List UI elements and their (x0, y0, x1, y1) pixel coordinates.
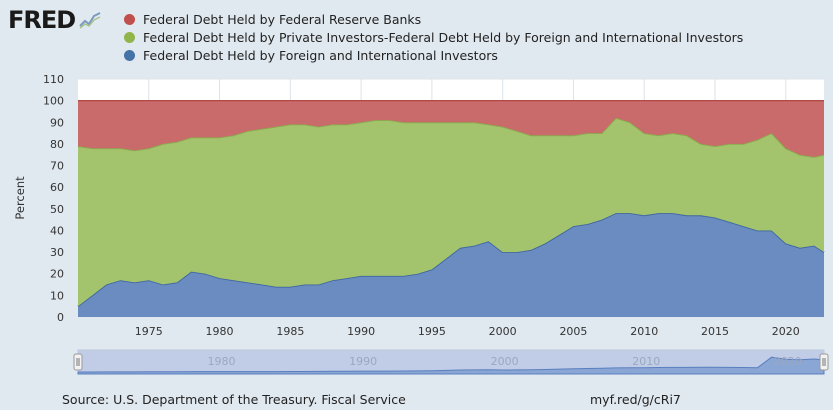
area-private-investors (78, 117, 824, 307)
legend-swatch (124, 13, 135, 25)
x-tick-label: 1980 (206, 325, 234, 338)
x-tick-label: 2015 (701, 325, 729, 338)
y-tick-label: 70 (50, 160, 64, 173)
navigator-tick-label: 2020 (774, 355, 802, 368)
x-tick-label: 1975 (135, 325, 163, 338)
y-tick-label: 10 (50, 289, 64, 302)
legend-item-private-investors[interactable]: Federal Debt Held by Private Investors-F… (124, 28, 743, 46)
y-tick-label: 60 (50, 181, 64, 194)
y-tick-label: 20 (50, 268, 64, 281)
chart-svg: 0 10 20 30 40 50 60 70 80 90 100 110 1975 1980 1985 199… (13, 73, 829, 375)
y-tick-label: 40 (50, 224, 64, 237)
legend-swatch (124, 31, 135, 43)
y-axis-label: Percent (13, 176, 27, 220)
short-link[interactable]: myf.red/g/cRi7 (590, 392, 681, 407)
x-tick-label: 2020 (772, 325, 800, 338)
y-tick-label: 0 (57, 311, 64, 324)
range-navigator[interactable]: 1980 1990 2000 2010 2020 (73, 349, 829, 375)
legend-label: Federal Debt Held by Foreign and Interna… (143, 47, 498, 63)
source-note: Source: U.S. Department of the Treasury.… (62, 392, 406, 407)
x-tick-label: 2005 (559, 325, 587, 338)
chart-header: FRED Federal Debt Held by Federal Reserv… (0, 0, 833, 68)
y-tick-label: 100 (43, 95, 64, 108)
chart-legend: Federal Debt Held by Federal Reserve Ban… (124, 10, 743, 64)
x-tick-label: 2000 (489, 325, 517, 338)
y-tick-label: 30 (50, 246, 64, 259)
chart-footer: Source: U.S. Department of the Treasury.… (0, 388, 833, 410)
x-tick-label: 2010 (630, 325, 658, 338)
fred-logo[interactable]: FRED (8, 6, 102, 34)
area-foreign-investors (78, 213, 824, 317)
navigator-series (77, 356, 825, 375)
legend-swatch (124, 49, 135, 61)
y-tick-label: 80 (50, 138, 64, 151)
x-tick-label: 1995 (418, 325, 446, 338)
navigator-tick-label: 1990 (349, 355, 377, 368)
navigator-tick-label: 2000 (491, 355, 519, 368)
fred-logo-text: FRED (8, 6, 76, 34)
legend-label: Federal Debt Held by Federal Reserve Ban… (143, 11, 422, 27)
navigator-handle-left[interactable] (73, 353, 83, 371)
navigator-handle-right[interactable] (819, 353, 829, 371)
plot-area: 0 10 20 30 40 50 60 70 80 90 100 110 1975 1980 1985 199… (13, 73, 825, 338)
y-tick-label: 50 (50, 203, 64, 216)
navigator-tick-label: 2010 (632, 355, 660, 368)
trend-line-icon (79, 11, 102, 29)
y-tick-label: 110 (43, 73, 64, 86)
area-fed-reserve (78, 100, 824, 157)
legend-item-foreign-investors[interactable]: Federal Debt Held by Foreign and Interna… (124, 46, 743, 64)
legend-item-fed-reserve[interactable]: Federal Debt Held by Federal Reserve Ban… (124, 10, 743, 28)
legend-label: Federal Debt Held by Private Investors-F… (143, 29, 744, 45)
x-tick-label: 1985 (276, 325, 304, 338)
x-tick-label: 1990 (347, 325, 375, 338)
y-tick-label: 90 (50, 116, 64, 129)
navigator-tick-label: 1980 (208, 355, 236, 368)
